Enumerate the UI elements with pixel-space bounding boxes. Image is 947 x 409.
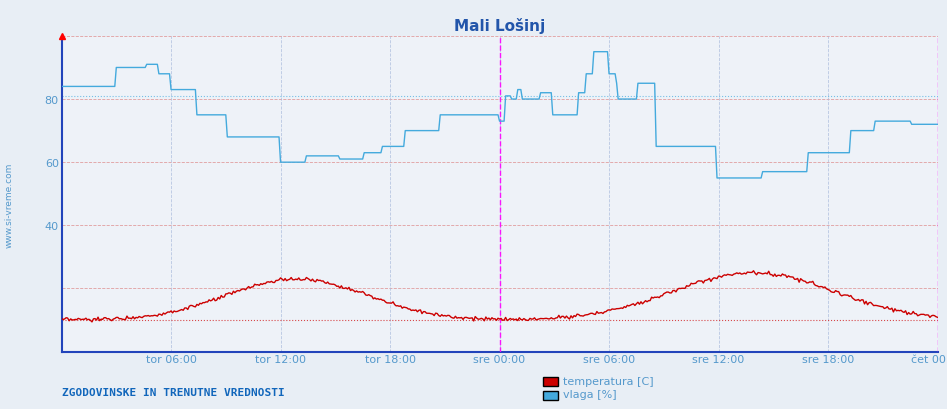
Text: www.si-vreme.com: www.si-vreme.com [5,162,14,247]
Text: vlaga [%]: vlaga [%] [563,389,617,399]
Text: ZGODOVINSKE IN TRENUTNE VREDNOSTI: ZGODOVINSKE IN TRENUTNE VREDNOSTI [62,387,284,397]
Title: Mali Lošinj: Mali Lošinj [454,18,545,34]
Text: temperatura [C]: temperatura [C] [563,376,654,386]
